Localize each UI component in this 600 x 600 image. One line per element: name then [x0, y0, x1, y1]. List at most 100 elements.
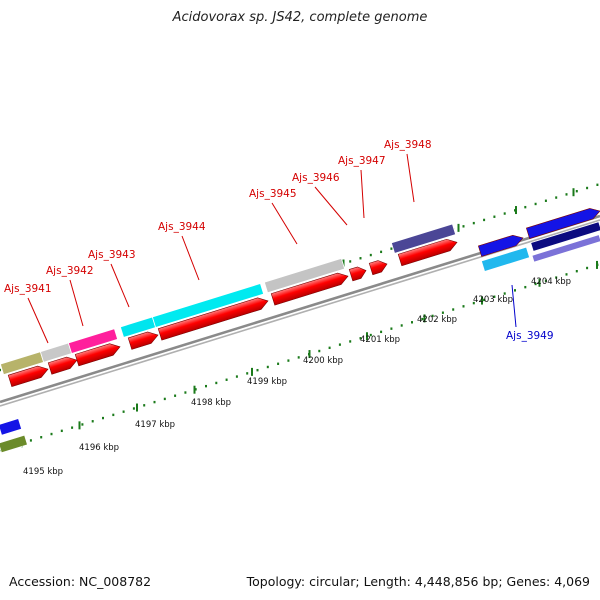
- scale-dot: [483, 298, 486, 302]
- gene-arrow-blue-1: [477, 234, 524, 257]
- topology-summary: Topology: circular; Length: 4,448,856 bp…: [246, 574, 590, 589]
- lower-scale-line: [0, 260, 599, 452]
- scale-dot: [235, 375, 238, 378]
- scale-dot: [102, 416, 104, 420]
- cds-arrow-8: [368, 260, 388, 276]
- gene-box-green-left-body: [0, 434, 28, 454]
- cds-arrow-9: [397, 238, 458, 267]
- gene-label-ajs_3941: Ajs_3941: [4, 283, 52, 295]
- gene-arrow-blue-2: [525, 208, 600, 239]
- gene-label-ajs_3948: Ajs_3948: [384, 139, 432, 151]
- leader-line-7: [360, 169, 365, 219]
- scale-dot: [246, 372, 249, 375]
- scale-dot: [462, 305, 465, 308]
- leader-line-2: [69, 279, 84, 327]
- scale-layer: [0, 183, 599, 452]
- cds-arrow-6: [270, 272, 349, 306]
- scale-dot: [277, 362, 280, 365]
- gene-box-pink: [67, 328, 119, 355]
- scale-dot: [503, 212, 506, 215]
- scale-dot: [328, 346, 331, 350]
- leader-line-1: [27, 297, 49, 344]
- scale-dot: [349, 260, 352, 263]
- scale-dot: [287, 359, 290, 362]
- scale-dot: [163, 397, 166, 401]
- leader-line-6: [314, 186, 348, 226]
- gene-label-ajs_3942: Ajs_3942: [46, 265, 94, 277]
- cds-arrow-3-body: [74, 343, 121, 367]
- scale-dot: [40, 436, 43, 439]
- scale-dot: [380, 250, 383, 254]
- scale-label: 4200 kbp: [303, 356, 343, 366]
- leader-line-4: [181, 235, 200, 281]
- scale-dot: [483, 218, 486, 222]
- cds-arrow-4-body: [127, 331, 159, 350]
- scale-dot: [441, 311, 444, 314]
- scale-dot: [349, 340, 352, 343]
- scale-dot: [153, 400, 156, 404]
- cds-arrow-2: [47, 356, 78, 375]
- scale-dot: [143, 404, 146, 407]
- gene-box-pink-body: [67, 328, 119, 355]
- gene-box-cyan-2: [151, 283, 265, 329]
- scale-dot: [71, 426, 74, 429]
- scale-dot: [60, 429, 63, 433]
- scale-dot: [184, 391, 187, 394]
- cds-arrow-1: [7, 365, 49, 388]
- scale-dot: [555, 276, 558, 279]
- scale-label: 4201 kbp: [360, 335, 400, 345]
- scale-dot: [205, 384, 207, 388]
- scale-dot: [503, 292, 506, 295]
- cds-arrow-1-body: [7, 365, 49, 388]
- scale-dot: [431, 314, 434, 318]
- scale-dot: [544, 199, 547, 202]
- scale-dot: [122, 410, 125, 413]
- scale-dot: [112, 413, 115, 417]
- scale-dot: [586, 186, 589, 190]
- leader-line-8: [406, 153, 415, 203]
- gene-box-lavender-body: [531, 234, 600, 263]
- cds-arrow-5-body: [157, 297, 269, 341]
- scale-dot: [472, 301, 475, 305]
- cds-arrow-3: [74, 343, 121, 367]
- scale-dot: [194, 388, 197, 391]
- scale-dot: [524, 205, 527, 209]
- scale-dot: [266, 365, 269, 369]
- label-layer: 4195 kbp 4196 kbp 4197 kbp 4198 kbp 4199 kbp…: [4, 139, 571, 477]
- gene-box-skyblue-body: [480, 246, 531, 273]
- scale-dot: [338, 343, 341, 346]
- scale-dot: [390, 247, 393, 250]
- scale-dot: [493, 215, 496, 218]
- scale-dot: [534, 202, 537, 206]
- scale-label: 4197 kbp: [135, 420, 175, 430]
- scale-dot: [297, 356, 300, 359]
- scale-dot: [596, 183, 599, 187]
- scale-dot: [390, 327, 393, 330]
- scale-dot: [0, 368, 1, 372]
- gene-arrow-blue-1-body: [477, 234, 524, 257]
- scale-label: 4199 kbp: [247, 377, 287, 387]
- scale-dot: [215, 381, 218, 385]
- scale-dot: [50, 432, 53, 436]
- map-title: Acidovorax sp. JS42, complete genome: [172, 10, 428, 25]
- scale-dot: [359, 257, 362, 260]
- feature-layer: [0, 208, 600, 454]
- scale-dot: [380, 330, 383, 334]
- scale-dot: [452, 308, 455, 311]
- scale-dot: [411, 321, 413, 324]
- scale-dot: [29, 439, 32, 442]
- scale-dot: [132, 407, 135, 410]
- scale-label: 4195 kbp: [23, 467, 63, 477]
- gene-box-indigo-body: [390, 223, 457, 254]
- scale-dot: [91, 420, 94, 423]
- scale-label: 4203 kbp: [473, 295, 513, 305]
- cds-arrow-5: [157, 297, 269, 341]
- leader-line-5: [271, 202, 298, 245]
- scale-dot: [555, 196, 558, 199]
- scale-dot: [174, 394, 177, 397]
- gene-label-ajs_3949: Ajs_3949: [506, 330, 554, 342]
- scale-dot: [575, 189, 578, 193]
- scale-dot: [369, 333, 372, 337]
- scale-dot: [421, 317, 424, 321]
